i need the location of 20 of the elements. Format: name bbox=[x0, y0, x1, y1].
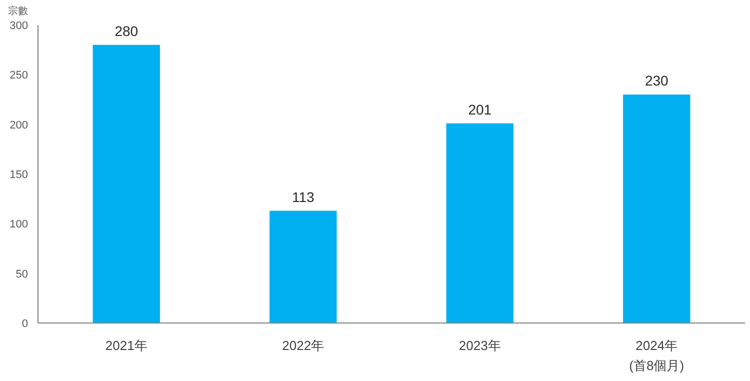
x-tick-label: 2021年 bbox=[105, 338, 148, 353]
y-tick-label: 50 bbox=[16, 268, 28, 280]
y-tick-label: 250 bbox=[10, 70, 28, 82]
data-label: 230 bbox=[644, 72, 669, 89]
data-label: 201 bbox=[468, 101, 492, 118]
data-label: 113 bbox=[292, 188, 314, 205]
y-axis-title: 宗數 bbox=[8, 5, 28, 17]
y-tick-label: 150 bbox=[10, 169, 28, 181]
y-tick-label: 0 bbox=[22, 318, 28, 330]
data-label: 280 bbox=[114, 22, 138, 39]
y-tick-label: 100 bbox=[10, 218, 28, 231]
bar bbox=[446, 123, 514, 323]
bar bbox=[623, 94, 690, 323]
y-tick-label: 300 bbox=[10, 20, 28, 32]
y-tick-label: 200 bbox=[10, 119, 28, 132]
bar bbox=[270, 210, 337, 323]
bar bbox=[92, 44, 160, 323]
x-tick-label: 2024年 (首8個月) bbox=[629, 338, 684, 373]
x-tick-label: 2023年 bbox=[458, 338, 501, 353]
x-tick-label: 2022年 bbox=[282, 338, 324, 353]
